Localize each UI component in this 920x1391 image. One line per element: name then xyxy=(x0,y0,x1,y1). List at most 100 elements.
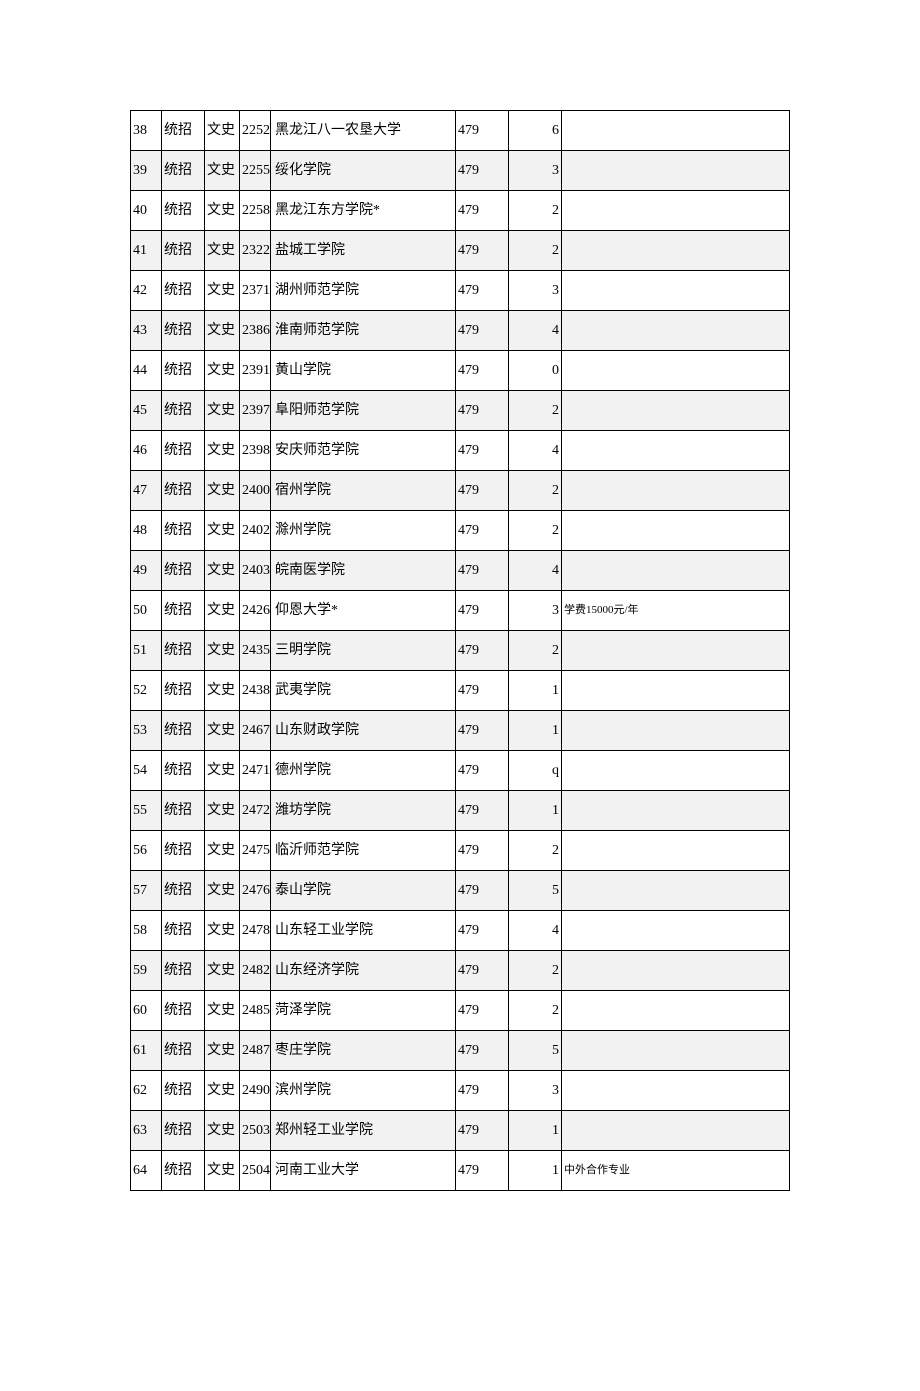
cell-code: 2438 xyxy=(240,671,271,711)
cell-note xyxy=(562,751,790,791)
cell-note xyxy=(562,151,790,191)
cell-score: 479 xyxy=(456,231,509,271)
cell-type: 统招 xyxy=(162,191,205,231)
cell-note xyxy=(562,631,790,671)
cell-index: 49 xyxy=(131,551,162,591)
cell-category: 文史 xyxy=(205,591,240,631)
cell-index: 54 xyxy=(131,751,162,791)
cell-code: 2435 xyxy=(240,631,271,671)
table-row: 43统招文史2386淮南师范学院4794 xyxy=(131,311,790,351)
cell-index: 53 xyxy=(131,711,162,751)
cell-school-name: 黑龙江八一农垦大学 xyxy=(271,111,456,151)
cell-type: 统招 xyxy=(162,911,205,951)
cell-number: q xyxy=(509,751,562,791)
cell-school-name: 河南工业大学 xyxy=(271,1151,456,1191)
cell-category: 文史 xyxy=(205,991,240,1031)
table-row: 41统招文史2322盐城工学院4792 xyxy=(131,231,790,271)
cell-index: 45 xyxy=(131,391,162,431)
cell-type: 统招 xyxy=(162,1151,205,1191)
cell-school-name: 黑龙江东方学院* xyxy=(271,191,456,231)
cell-note xyxy=(562,871,790,911)
cell-index: 41 xyxy=(131,231,162,271)
cell-school-name: 潍坊学院 xyxy=(271,791,456,831)
cell-category: 文史 xyxy=(205,791,240,831)
table-row: 63统招文史2503郑州轻工业学院4791 xyxy=(131,1111,790,1151)
cell-note xyxy=(562,391,790,431)
table-row: 51统招文史2435三明学院4792 xyxy=(131,631,790,671)
cell-type: 统招 xyxy=(162,231,205,271)
cell-note: 学费15000元/年 xyxy=(562,591,790,631)
cell-score: 479 xyxy=(456,631,509,671)
cell-number: 0 xyxy=(509,351,562,391)
cell-category: 文史 xyxy=(205,471,240,511)
cell-number: 1 xyxy=(509,711,562,751)
cell-note xyxy=(562,791,790,831)
cell-note xyxy=(562,511,790,551)
cell-number: 4 xyxy=(509,551,562,591)
cell-code: 2391 xyxy=(240,351,271,391)
cell-category: 文史 xyxy=(205,1071,240,1111)
cell-note xyxy=(562,951,790,991)
cell-school-name: 枣庄学院 xyxy=(271,1031,456,1071)
cell-type: 统招 xyxy=(162,391,205,431)
cell-score: 479 xyxy=(456,751,509,791)
admission-table: 38统招文史2252黑龙江八一农垦大学479639统招文史2255绥化学院479… xyxy=(130,110,790,1191)
cell-school-name: 黄山学院 xyxy=(271,351,456,391)
cell-score: 479 xyxy=(456,1031,509,1071)
cell-category: 文史 xyxy=(205,231,240,271)
cell-code: 2398 xyxy=(240,431,271,471)
cell-score: 479 xyxy=(456,551,509,591)
cell-number: 5 xyxy=(509,871,562,911)
table-row: 61统招文史2487枣庄学院4795 xyxy=(131,1031,790,1071)
cell-number: 2 xyxy=(509,391,562,431)
cell-note xyxy=(562,551,790,591)
cell-number: 3 xyxy=(509,151,562,191)
cell-school-name: 山东轻工业学院 xyxy=(271,911,456,951)
cell-type: 统招 xyxy=(162,271,205,311)
cell-number: 2 xyxy=(509,231,562,271)
cell-number: 2 xyxy=(509,631,562,671)
table-row: 47统招文史2400宿州学院4792 xyxy=(131,471,790,511)
cell-type: 统招 xyxy=(162,111,205,151)
table-body: 38统招文史2252黑龙江八一农垦大学479639统招文史2255绥化学院479… xyxy=(131,111,790,1191)
cell-score: 479 xyxy=(456,111,509,151)
cell-category: 文史 xyxy=(205,1151,240,1191)
cell-score: 479 xyxy=(456,391,509,431)
cell-note xyxy=(562,231,790,271)
table-row: 46统招文史2398安庆师范学院4794 xyxy=(131,431,790,471)
cell-type: 统招 xyxy=(162,431,205,471)
cell-index: 56 xyxy=(131,831,162,871)
cell-school-name: 绥化学院 xyxy=(271,151,456,191)
cell-category: 文史 xyxy=(205,1031,240,1071)
table-row: 40统招文史2258黑龙江东方学院*4792 xyxy=(131,191,790,231)
cell-note xyxy=(562,1111,790,1151)
cell-type: 统招 xyxy=(162,1111,205,1151)
cell-code: 2371 xyxy=(240,271,271,311)
cell-type: 统招 xyxy=(162,671,205,711)
cell-score: 479 xyxy=(456,831,509,871)
cell-school-name: 山东经济学院 xyxy=(271,951,456,991)
cell-note xyxy=(562,711,790,751)
cell-index: 61 xyxy=(131,1031,162,1071)
cell-score: 479 xyxy=(456,1151,509,1191)
cell-note xyxy=(562,1071,790,1111)
cell-index: 38 xyxy=(131,111,162,151)
cell-code: 2426 xyxy=(240,591,271,631)
cell-type: 统招 xyxy=(162,591,205,631)
cell-school-name: 三明学院 xyxy=(271,631,456,671)
cell-school-name: 郑州轻工业学院 xyxy=(271,1111,456,1151)
cell-number: 2 xyxy=(509,951,562,991)
cell-school-name: 滨州学院 xyxy=(271,1071,456,1111)
cell-code: 2255 xyxy=(240,151,271,191)
cell-index: 40 xyxy=(131,191,162,231)
cell-code: 2402 xyxy=(240,511,271,551)
cell-index: 52 xyxy=(131,671,162,711)
cell-number: 1 xyxy=(509,1151,562,1191)
table-row: 39统招文史2255绥化学院4793 xyxy=(131,151,790,191)
cell-type: 统招 xyxy=(162,791,205,831)
cell-code: 2397 xyxy=(240,391,271,431)
cell-code: 2471 xyxy=(240,751,271,791)
cell-category: 文史 xyxy=(205,871,240,911)
cell-school-name: 菏泽学院 xyxy=(271,991,456,1031)
cell-category: 文史 xyxy=(205,431,240,471)
